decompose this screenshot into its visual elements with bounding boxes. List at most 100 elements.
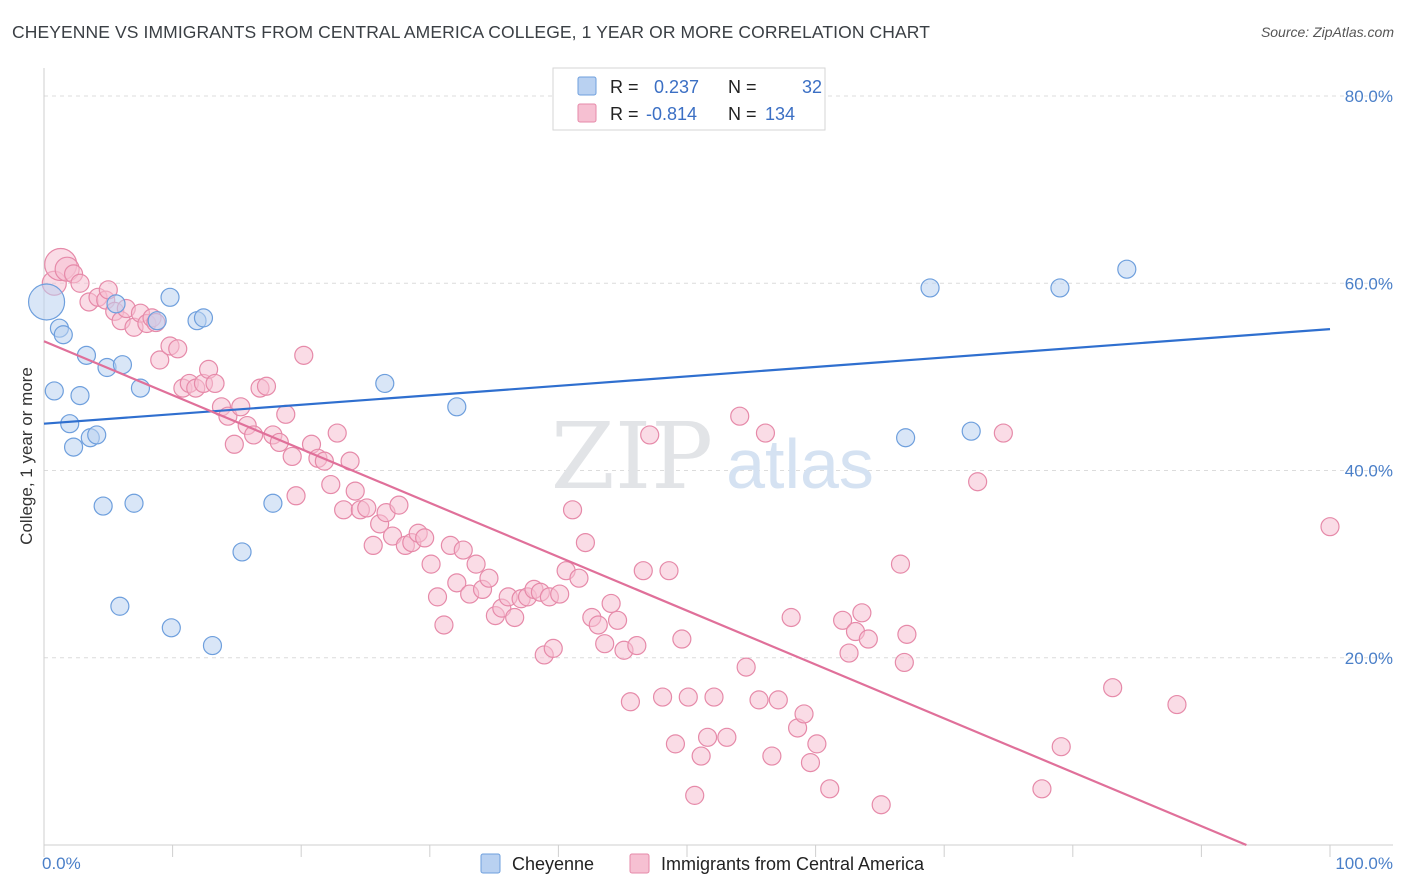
data-point: [415, 528, 435, 548]
chart-title: CHEYENNE VS IMMIGRANTS FROM CENTRAL AMER…: [12, 22, 931, 42]
legend-swatch-cheyenne: [577, 76, 597, 96]
watermark-atlas: atlas: [726, 425, 874, 503]
data-point: [327, 423, 347, 443]
data-point: [627, 635, 647, 656]
data-point: [678, 687, 698, 707]
data-point: [434, 615, 454, 635]
legend-label-cheyenne: Cheyenne: [512, 854, 594, 874]
trend-lines: [43, 328, 1331, 847]
data-point: [858, 629, 878, 649]
x-tick-label: 100.0%: [1335, 854, 1393, 873]
data-point: [968, 472, 988, 492]
data-point: [691, 746, 711, 766]
data-point: [659, 561, 679, 581]
data-point: [286, 486, 306, 506]
y-tick-label: 40.0%: [1345, 462, 1393, 481]
data-point: [421, 554, 441, 574]
data-point: [762, 746, 782, 766]
data-point: [447, 573, 467, 593]
data-point: [807, 734, 827, 754]
data-point: [1050, 278, 1070, 298]
data-point: [124, 493, 144, 513]
data-point: [427, 587, 448, 607]
legend-n-label-cheyenne: N =: [728, 77, 757, 97]
data-point: [276, 404, 296, 424]
data-point: [894, 652, 914, 673]
data-point: [633, 561, 653, 581]
correlation-legend: R = 0.237 N = 32 R = -0.814 N = 134: [552, 67, 826, 131]
y-axis-title: College, 1 year or more: [17, 367, 36, 545]
data-point: [363, 535, 383, 556]
legend-swatch-immigrants: [577, 103, 597, 123]
data-point: [588, 615, 608, 635]
data-point: [447, 397, 467, 417]
data-point: [466, 554, 486, 574]
data-point: [543, 638, 563, 658]
data-point: [53, 325, 73, 345]
data-point: [1032, 779, 1052, 799]
data-point: [736, 657, 756, 677]
data-point: [93, 496, 113, 516]
data-point: [697, 727, 718, 747]
data-point: [717, 727, 737, 747]
data-point: [620, 692, 641, 712]
data-point: [70, 386, 90, 406]
source-credit: Source: ZipAtlas.com: [1260, 24, 1394, 40]
data-point: [44, 381, 64, 401]
data-point: [839, 643, 859, 663]
legend-r-label-immigrants: R =: [610, 104, 639, 124]
data-point: [1320, 517, 1340, 537]
legend-swatch-cheyenne-bottom: [480, 853, 501, 874]
data-point: [63, 437, 84, 457]
data-point: [685, 785, 705, 805]
data-point: [321, 474, 341, 495]
data-point: [375, 373, 395, 394]
data-point: [755, 423, 776, 443]
data-point: [231, 397, 251, 417]
watermark-zip: ZIP: [551, 403, 713, 510]
data-point: [852, 603, 872, 623]
data-point: [106, 294, 126, 314]
series-legend: Cheyenne Immigrants from Central America: [480, 853, 925, 874]
data-point: [110, 596, 130, 616]
gridlines: [44, 95, 1393, 659]
y-tick-label: 60.0%: [1345, 274, 1393, 293]
data-point: [1103, 678, 1123, 698]
data-point: [345, 481, 365, 501]
data-point: [87, 425, 107, 445]
data-point: [993, 423, 1013, 443]
data-point: [294, 345, 314, 365]
data-point: [665, 734, 686, 754]
data-point: [505, 607, 525, 628]
data-point: [147, 311, 167, 331]
data-point: [575, 532, 596, 553]
legend-r-label-cheyenne: R =: [610, 77, 639, 97]
legend-label-immigrants: Immigrants from Central America: [661, 854, 925, 874]
data-point: [150, 350, 170, 370]
legend-n-label-immigrants: N =: [728, 104, 757, 124]
data-point: [479, 568, 499, 588]
data-point: [890, 554, 911, 574]
data-point: [601, 593, 621, 614]
data-point: [389, 495, 409, 515]
data-point: [640, 425, 660, 445]
data-point: [781, 607, 801, 628]
data-point: [282, 446, 302, 467]
data-point: [263, 493, 283, 513]
data-point: [749, 690, 769, 710]
axes: [43, 68, 1393, 857]
data-point: [730, 406, 750, 426]
y-axis-label: College, 1 year or more: [17, 367, 36, 545]
data-point: [768, 690, 788, 710]
legend-swatch-immigrants-bottom: [629, 853, 650, 874]
data-point: [871, 795, 891, 815]
data-point: [920, 278, 940, 298]
data-point: [595, 634, 615, 654]
data-point: [820, 779, 840, 799]
data-point: [224, 434, 244, 454]
legend-frame: [552, 67, 826, 131]
data-point: [205, 373, 225, 394]
legend-r-value-immigrants: -0.814: [646, 104, 697, 124]
data-point: [562, 500, 583, 520]
